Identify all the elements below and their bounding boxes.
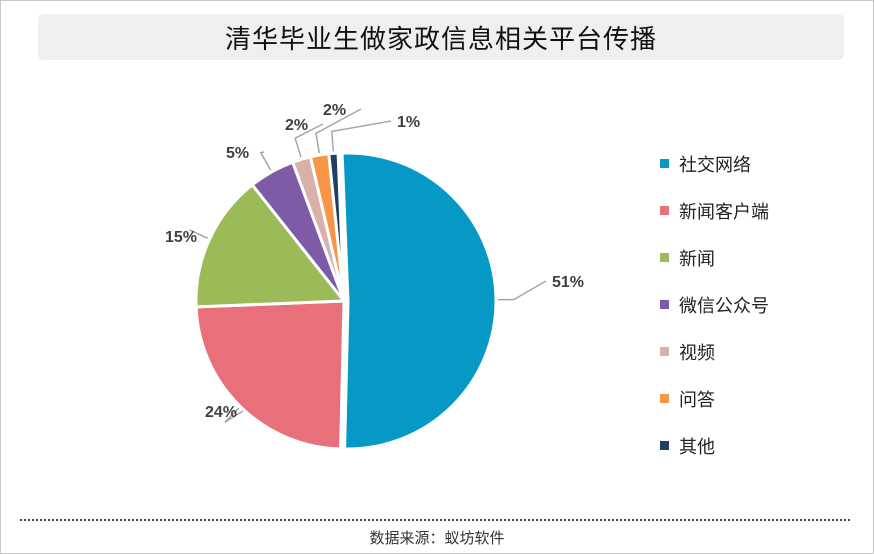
leader-line-7	[331, 120, 392, 152]
chart-legend: 社交网络新闻客户端新闻微信公众号视频问答其他	[660, 140, 769, 469]
legend-item-2: 新闻客户端	[660, 187, 769, 234]
data-label-4: 5%	[226, 145, 249, 162]
legend-swatch	[660, 300, 669, 309]
data-label-3: 15%	[165, 229, 197, 246]
leader-line-4	[259, 151, 272, 171]
pie-slice-3	[194, 182, 348, 309]
leader-line-2	[224, 407, 244, 423]
pie-slice-7	[327, 151, 346, 302]
legend-label: 新闻客户端	[679, 201, 769, 223]
data-label-5: 2%	[285, 117, 308, 134]
leader-line-3	[189, 229, 209, 239]
legend-item-3: 新闻	[660, 234, 769, 281]
legend-swatch	[660, 347, 669, 356]
data-source: 数据来源：蚁坊软件	[369, 529, 505, 547]
legend-item-5: 视频	[660, 328, 769, 375]
leader-line-5	[294, 123, 324, 158]
legend-item-4: 微信公众号	[660, 281, 769, 328]
legend-swatch	[660, 441, 669, 450]
chart-title: 清华毕业生做家政信息相关平台传播	[224, 24, 657, 55]
legend-swatch	[660, 253, 669, 262]
legend-label: 新闻	[679, 248, 715, 270]
legend-label: 微信公众号	[679, 295, 769, 317]
legend-swatch	[660, 394, 669, 403]
legend-item-1: 社交网络	[660, 140, 769, 187]
legend-item-6: 问答	[660, 375, 769, 422]
pie-slice-2	[194, 299, 346, 451]
title-bar: 清华毕业生做家政信息相关平台传播	[38, 14, 844, 60]
legend-label: 其他	[679, 436, 715, 458]
data-label-6: 2%	[323, 102, 346, 119]
legend-label: 问答	[679, 389, 715, 411]
legend-swatch	[660, 159, 669, 168]
leader-line-1	[497, 280, 547, 301]
legend-swatch	[660, 206, 669, 215]
data-label-7: 1%	[397, 114, 420, 131]
data-label-1: 51%	[552, 274, 584, 291]
leader-line-6	[315, 108, 362, 154]
legend-label: 视频	[679, 342, 715, 364]
legend-label: 社交网络	[679, 154, 751, 176]
legend-item-7: 其他	[660, 422, 769, 469]
footer-divider	[20, 519, 850, 521]
data-label-2: 24%	[205, 404, 237, 421]
pie-slice-1	[340, 151, 498, 451]
